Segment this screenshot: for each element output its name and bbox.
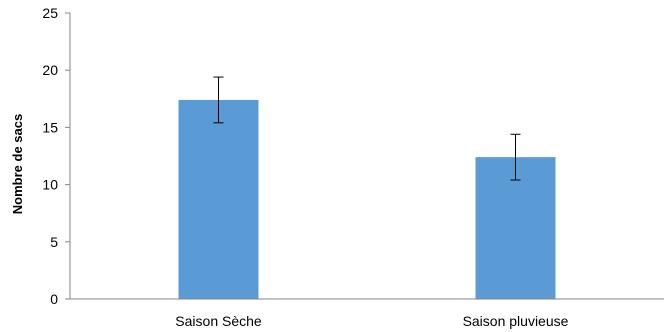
x-category-label: Saison Sèche: [175, 313, 262, 329]
y-tick-label: 15: [42, 119, 58, 135]
bars: [178, 99, 556, 299]
y-tick-label: 0: [50, 291, 58, 307]
bar: [178, 99, 259, 299]
y-tick-label: 20: [42, 62, 58, 78]
error-bars: [213, 76, 521, 181]
y-tick-label: 25: [42, 5, 58, 21]
x-category-label: Saison pluvieuse: [463, 313, 569, 329]
y-tick-label: 5: [50, 234, 58, 250]
x-axis-categories: Saison Sèche Saison pluvieuse: [175, 313, 568, 329]
y-axis-ticks: 0 5 10 15 20 25: [42, 5, 70, 307]
bar: [475, 157, 556, 299]
y-axis-title: Nombre de sacs: [10, 114, 25, 214]
y-tick-label: 10: [42, 177, 58, 193]
